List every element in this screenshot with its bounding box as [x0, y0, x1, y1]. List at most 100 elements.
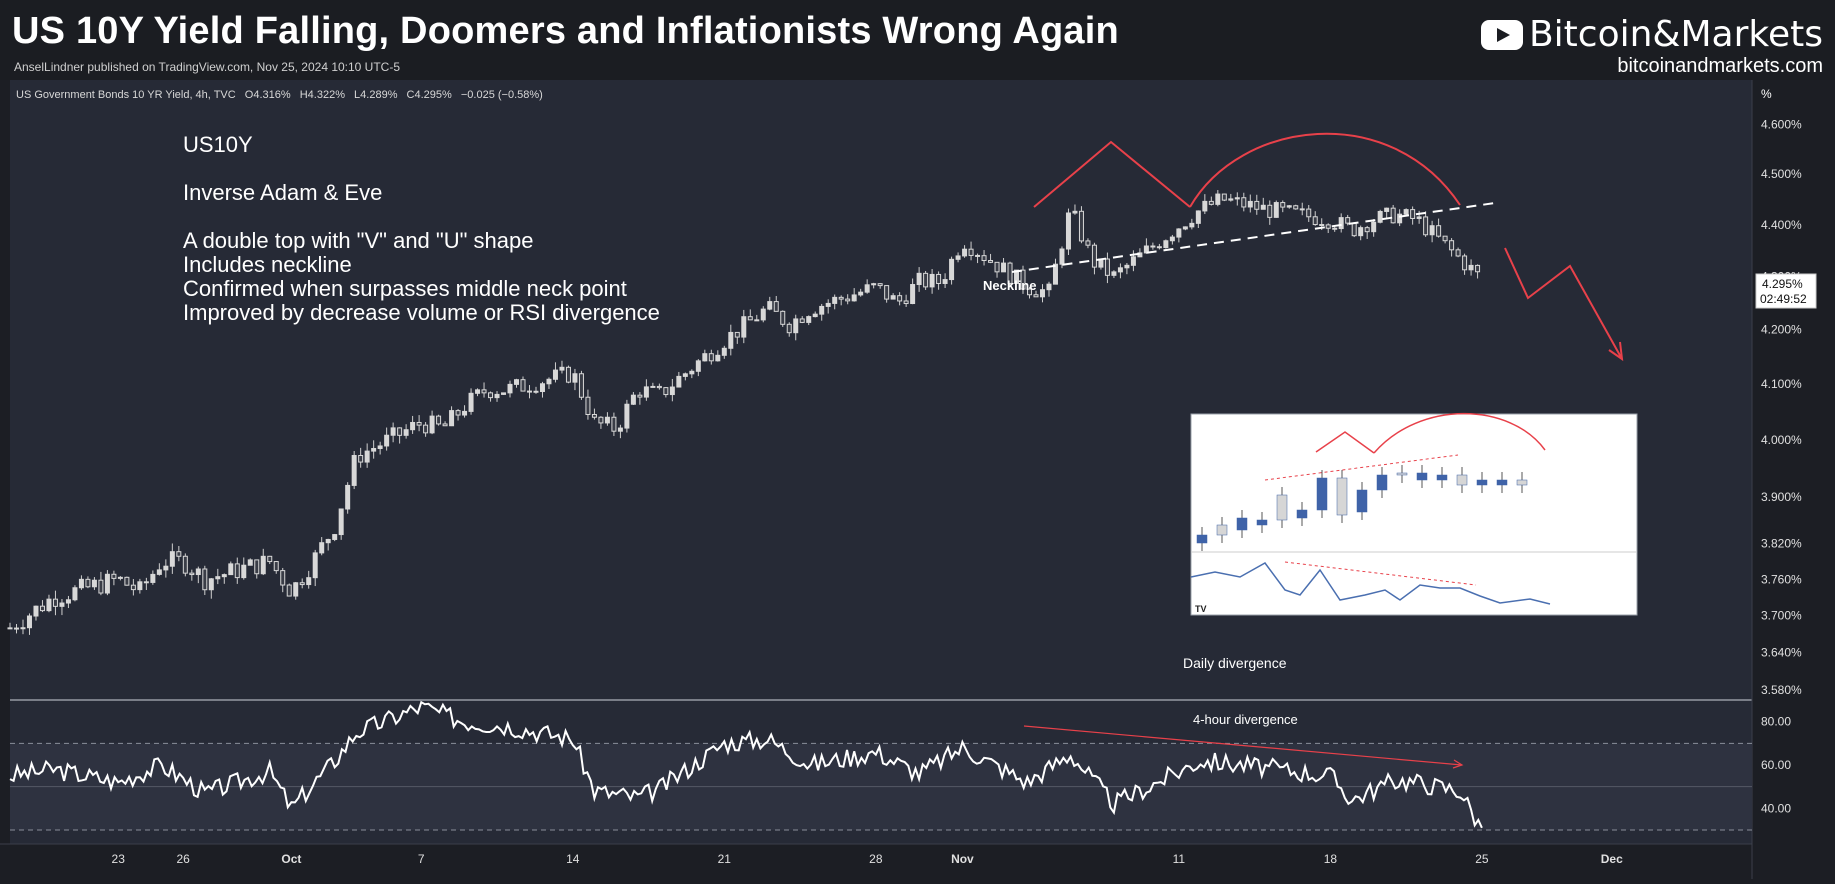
inset-candle-body — [1476, 479, 1488, 486]
candle-body — [332, 534, 338, 540]
candle-body — [630, 394, 636, 405]
time-tick-label: 21 — [718, 852, 732, 866]
candle-body — [91, 579, 97, 588]
price-tick-label: 3.900% — [1761, 490, 1802, 504]
candle-body — [273, 561, 279, 572]
candle-body — [1130, 256, 1136, 266]
candle-body — [1027, 288, 1033, 296]
candle-body — [1436, 225, 1442, 237]
candle-body — [475, 389, 481, 394]
candle-body — [390, 427, 396, 436]
projection-arrow-line — [1504, 247, 1623, 360]
candle-body — [377, 445, 383, 450]
candle-body — [838, 296, 844, 300]
candle-body — [955, 255, 961, 260]
candle-body — [656, 385, 662, 389]
candle-body — [1312, 216, 1318, 226]
chart-area[interactable]: US Government Bonds 10 YR Yield, 4h, TVC… — [0, 80, 1835, 879]
candle-body — [897, 295, 903, 302]
price-axis[interactable]: 4.600%4.500%4.400%4.300%4.200%4.100%4.00… — [1761, 118, 1802, 697]
candle-body — [676, 375, 682, 388]
candle-body — [604, 416, 610, 424]
rsi-tick-label: 80.00 — [1761, 715, 1791, 729]
candle-body — [786, 323, 792, 334]
brand-url[interactable]: bitcoinandmarkets.com — [1617, 55, 1823, 77]
candle-body — [202, 568, 208, 591]
candle-body — [1338, 217, 1344, 230]
candle-body — [65, 599, 71, 604]
time-axis[interactable]: 23 26 Oct 7 14 21 28 Nov 11 18 25 Dec — [112, 852, 1624, 866]
eve-u-arc — [1189, 132, 1461, 208]
daily-divergence-inset: TV — [1190, 413, 1638, 616]
rsi-tick-label: 60.00 — [1761, 758, 1791, 772]
candle-body — [806, 316, 812, 323]
time-tick-label: 23 — [112, 852, 126, 866]
annotation-text: US10Y Inverse Adam & Eve A double top wi… — [183, 132, 660, 325]
neckline — [1011, 202, 1496, 273]
candle-body — [1039, 289, 1045, 298]
inset-tv-logo: TV — [1195, 604, 1207, 614]
candle-body — [85, 578, 91, 588]
pattern-name: Inverse Adam & Eve — [183, 180, 382, 205]
candle-body — [611, 416, 617, 432]
candle-body — [436, 415, 442, 425]
candle-body — [767, 301, 773, 310]
candle-body — [306, 577, 312, 586]
candle-body — [429, 415, 435, 434]
candle-body — [663, 387, 669, 396]
candle-body — [734, 331, 740, 338]
inset-candles — [1196, 465, 1528, 551]
inset-candle-body — [1256, 519, 1268, 526]
chart-svg[interactable]: US Government Bonds 10 YR Yield, 4h, TVC… — [0, 80, 1835, 879]
candle-body — [1208, 200, 1214, 205]
inset-frame — [1190, 413, 1638, 616]
candle-body — [929, 273, 935, 288]
candle-body — [1299, 208, 1305, 211]
candle-body — [1306, 208, 1312, 218]
inset-candle-body — [1336, 477, 1348, 516]
candle-body — [312, 552, 318, 579]
candle-body — [442, 423, 448, 427]
time-tick-label: 14 — [566, 852, 580, 866]
candle-body — [851, 294, 857, 302]
brand-logo[interactable]: Bitcoin&Markets bitcoinandmarkets.com — [1480, 14, 1823, 78]
candle-body — [351, 455, 357, 486]
inset-candle-body — [1516, 479, 1528, 486]
candle-body — [1117, 267, 1123, 273]
desc-line-2: Includes neckline — [183, 252, 352, 277]
time-tick-label: 18 — [1324, 852, 1338, 866]
candle-body — [150, 573, 156, 583]
candle-body — [988, 260, 994, 263]
candle-body — [254, 559, 260, 575]
inset-candle-body — [1496, 479, 1508, 486]
candle-body — [858, 291, 864, 296]
candle-body — [507, 383, 513, 394]
candle-body — [1124, 264, 1130, 269]
candle-body — [884, 285, 890, 300]
candle-body — [1390, 207, 1396, 224]
current-price: 4.295% — [1762, 277, 1803, 291]
price-unit-label: % — [1761, 87, 1772, 101]
time-tick-label: 26 — [176, 852, 190, 866]
candle-body — [267, 555, 273, 563]
inset-candle-body — [1436, 474, 1448, 481]
candle-body — [260, 555, 266, 575]
candle-body — [358, 455, 364, 463]
rsi-divergence-label: 4-hour divergence — [1193, 712, 1298, 727]
candle-body — [1052, 263, 1058, 285]
candle-body — [617, 427, 623, 432]
candle-body — [1247, 200, 1253, 208]
candle-body — [1442, 235, 1448, 242]
candle-body — [520, 379, 526, 392]
rsi-divergence-line — [1023, 725, 1463, 766]
candle-body — [299, 582, 305, 586]
candle-body — [533, 390, 539, 393]
candle-body — [78, 578, 84, 589]
desc-line-4: Improved by decrease volume or RSI diver… — [183, 300, 660, 325]
candle-body — [1416, 216, 1422, 219]
candle-body — [832, 296, 838, 304]
candle-body — [1358, 227, 1364, 237]
candle-body — [416, 421, 422, 426]
candle-body — [747, 316, 753, 321]
inset-candle-body — [1356, 489, 1368, 513]
